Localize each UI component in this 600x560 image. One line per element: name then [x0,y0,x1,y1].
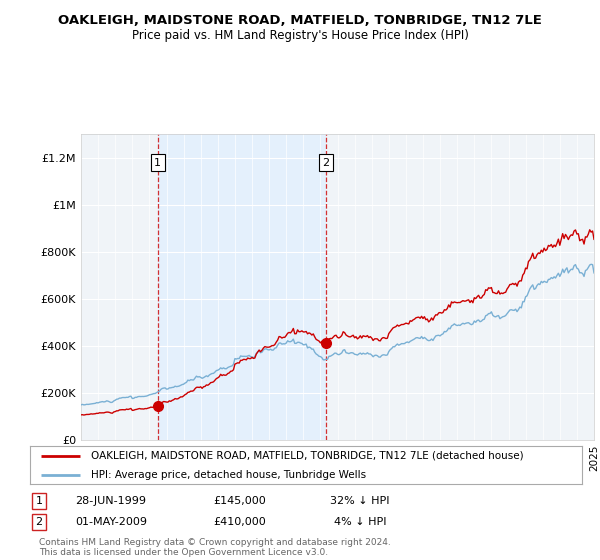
Text: £145,000: £145,000 [214,496,266,506]
Text: 4% ↓ HPI: 4% ↓ HPI [334,517,386,527]
Text: HPI: Average price, detached house, Tunbridge Wells: HPI: Average price, detached house, Tunb… [91,470,366,480]
Text: OAKLEIGH, MAIDSTONE ROAD, MATFIELD, TONBRIDGE, TN12 7LE (detached house): OAKLEIGH, MAIDSTONE ROAD, MATFIELD, TONB… [91,451,523,461]
Text: 2: 2 [322,157,329,167]
Bar [158,134,326,440]
Text: OAKLEIGH, MAIDSTONE ROAD, MATFIELD, TONBRIDGE, TN12 7LE: OAKLEIGH, MAIDSTONE ROAD, MATFIELD, TONB… [58,14,542,27]
Text: Price paid vs. HM Land Registry's House Price Index (HPI): Price paid vs. HM Land Registry's House … [131,29,469,42]
Text: 28-JUN-1999: 28-JUN-1999 [76,496,146,506]
Text: 1: 1 [154,157,161,167]
Text: 32% ↓ HPI: 32% ↓ HPI [330,496,390,506]
Text: Contains HM Land Registry data © Crown copyright and database right 2024.
This d: Contains HM Land Registry data © Crown c… [39,538,391,557]
Text: 2: 2 [35,517,43,527]
Text: 1: 1 [35,496,43,506]
Text: 01-MAY-2009: 01-MAY-2009 [75,517,147,527]
Text: £410,000: £410,000 [214,517,266,527]
